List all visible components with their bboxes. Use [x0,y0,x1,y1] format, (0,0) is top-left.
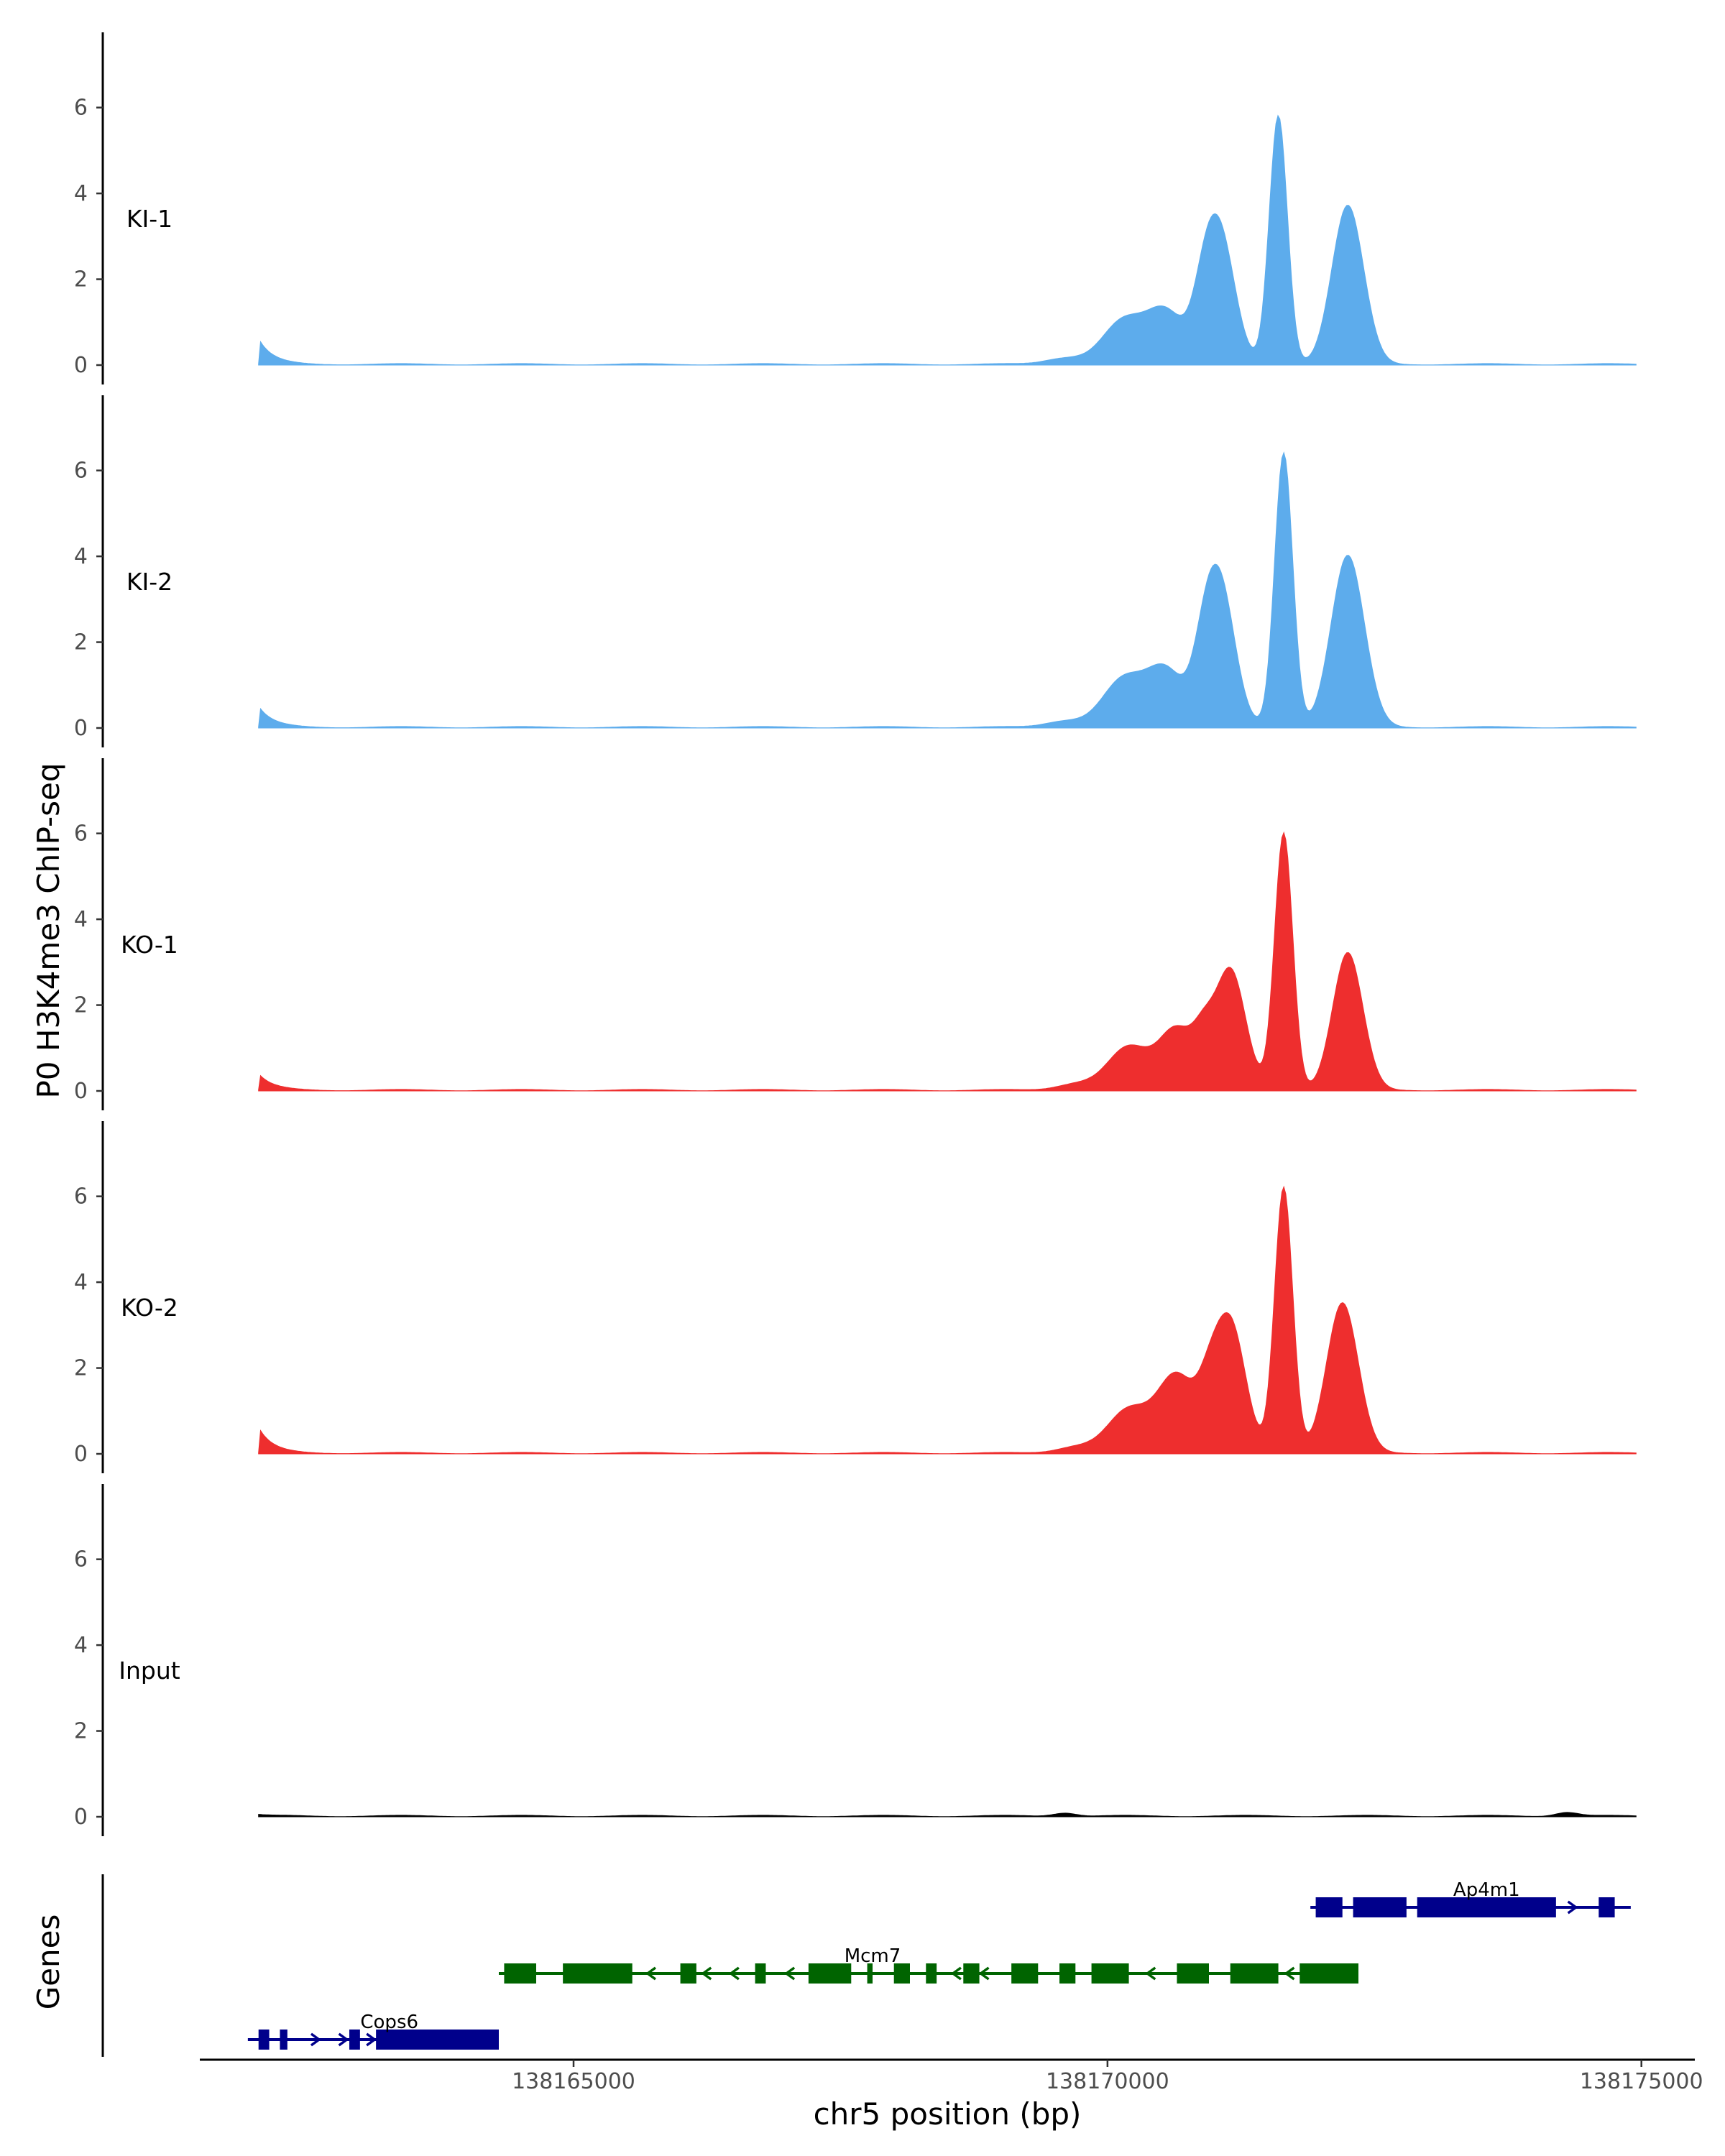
strand-arrow [784,1966,796,1981]
y-tick-label: 4 [74,1633,88,1658]
gene-label: Ap4m1 [1453,1879,1520,1901]
gene-exon [680,1963,696,1984]
y-tick-label: 0 [74,1805,88,1830]
strand-arrow [366,2032,377,2047]
track-label: Input [119,1657,180,1685]
x-tick-label: 138170000 [1046,2069,1169,2094]
gene-exon [1091,1963,1129,1984]
gene-exon [504,1963,536,1984]
signal-area [258,1185,1637,1455]
strand-arrow [645,1966,657,1981]
signal-area [258,831,1637,1092]
track-label: KO-1 [121,931,178,959]
y-tick-label: 6 [74,459,88,484]
strand-arrow [1284,1966,1295,1981]
x-axis: 138165000 138170000 138175000 [200,2058,1703,2094]
track-panel-ki-1: 0 2 4 6 KI-1 [74,32,1637,384]
track-panel-ki-2: 0 2 4 6 KI-2 [74,395,1637,747]
gene-label: Cops6 [360,2012,418,2033]
y-axis-title: P0 H3K4me3 ChIP-seq [31,763,66,1098]
strand-arrow [728,1966,740,1981]
gene-track-title: Genes [31,1915,66,2010]
gene-exon [1598,1897,1615,1917]
track-label: KI-2 [126,568,172,596]
gene-exon [1230,1963,1279,1984]
gene-exon [563,1963,632,1984]
y-tick-label: 2 [74,1719,88,1744]
gene-exon [1300,1963,1358,1984]
signal-area [258,451,1637,729]
y-tick-label: 0 [74,1079,88,1104]
gene-exon [1417,1897,1556,1917]
gene-exon [1177,1963,1209,1984]
y-tick-label: 4 [74,544,88,569]
gene-ap4m1: Ap4m1 [1310,1879,1631,1917]
strand-arrow [950,1966,962,1981]
strand-arrow [1567,1900,1578,1915]
y-tick-label: 4 [74,181,88,206]
gene-exon [963,1963,980,1984]
gene-exon [1011,1963,1039,1984]
x-tick-label: 138165000 [512,2069,635,2094]
y-tick-label: 6 [74,1547,88,1572]
y-tick-label: 4 [74,907,88,932]
y-tick-label: 0 [74,716,88,741]
track-label: KI-1 [126,205,172,233]
y-tick-label: 2 [74,1356,88,1381]
gene-exon [1315,1897,1343,1917]
gene-exon [808,1963,852,1984]
y-tick-label: 0 [74,1442,88,1467]
gene-exon [867,1963,873,1984]
gene-label: Mcm7 [845,1945,901,1967]
gene-mcm7: Mcm7 [499,1945,1358,1984]
signal-area [258,114,1637,366]
y-tick-label: 2 [74,630,88,655]
x-axis-title: chr5 position (bp) [814,2096,1082,2132]
y-tick-label: 6 [74,821,88,847]
gene-exon [1059,1963,1076,1984]
track-panel-input: 0 2 4 6 Input [74,1484,1637,1836]
y-tick-label: 4 [74,1270,88,1295]
gene-exon [376,2030,499,2050]
gene-exon [755,1963,766,1984]
track-panel-ko-2: 0 2 4 6 KO-2 [74,1121,1637,1473]
y-tick-label: 2 [74,267,88,292]
strand-arrow [701,1966,712,1981]
signal-area [258,1812,1637,1818]
gene-exon [258,2030,270,2050]
gene-exon [926,1963,937,1984]
gene-exon [349,2030,360,2050]
y-tick-label: 0 [74,353,88,378]
gene-track: Ap4m1 Mcm7 Cops6 [101,1874,1631,2057]
gene-exon [893,1963,910,1984]
track-panel-ko-1: 0 2 4 6 KO-1 [74,758,1637,1110]
signal-tracks: 0 2 4 6 KI-1 0 2 4 6 KI-2 0 2 4 6 KO-1 0 2 4 6 KO-2 0 2 4 6 Inpu… [74,32,1637,1836]
gene-cops6: Cops6 [247,2012,499,2050]
y-tick-label: 2 [74,993,88,1018]
strand-arrow [310,2032,321,2047]
gene-exon [1353,1897,1407,1917]
y-tick-label: 6 [74,1184,88,1210]
y-tick-label: 6 [74,96,88,121]
x-tick-label: 138175000 [1580,2069,1703,2094]
strand-arrow [1145,1966,1156,1981]
track-label: KO-2 [121,1294,178,1322]
gene-exon [280,2030,288,2050]
strand-arrow [978,1966,990,1981]
strand-arrow [338,2032,349,2047]
